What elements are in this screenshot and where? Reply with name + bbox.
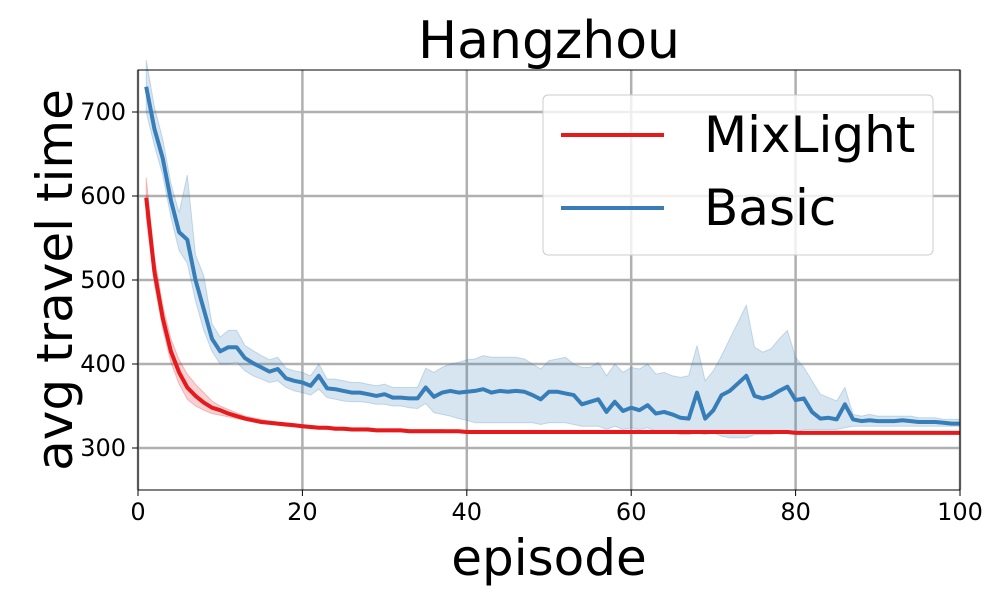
legend-label-basic: Basic <box>704 179 836 237</box>
x-tick-label: 100 <box>937 498 983 526</box>
x-tick-label: 40 <box>452 498 483 526</box>
line-basic <box>144 86 960 426</box>
y-tick-label: 600 <box>80 182 126 210</box>
y-axis-label: avg travel time <box>26 89 84 471</box>
x-tick-label: 0 <box>130 498 145 526</box>
legend-label-mixlight: MixLight <box>704 106 915 164</box>
x-tick-label: 80 <box>780 498 811 526</box>
y-tick-label: 700 <box>80 98 126 126</box>
x-tick-label: 60 <box>616 498 647 526</box>
chart-title: Hangzhou <box>418 11 680 71</box>
legend: MixLight Basic <box>542 94 934 256</box>
x-tick-label: 20 <box>287 498 318 526</box>
axis-ticks: 0 20 40 60 80 100 300 400 500 600 700 <box>80 98 983 526</box>
y-tick-label: 500 <box>80 266 126 294</box>
x-axis-label: episode <box>451 529 647 587</box>
y-tick-label: 300 <box>80 434 126 462</box>
series-lines <box>144 86 960 435</box>
y-tick-label: 400 <box>80 350 126 378</box>
line-mixlight <box>144 197 960 435</box>
